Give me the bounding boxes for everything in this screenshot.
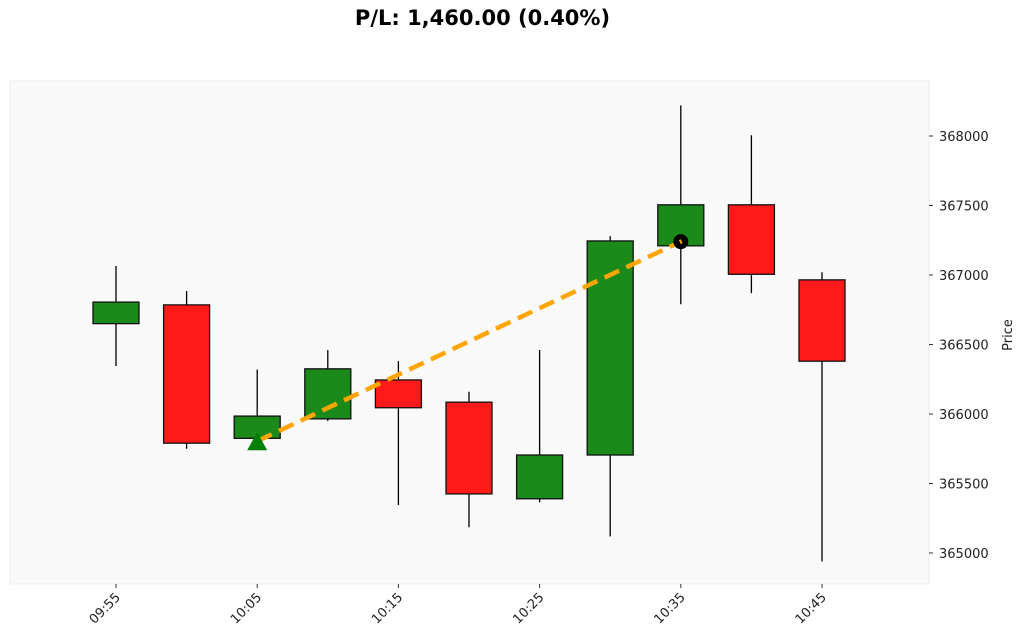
y-tick-label: 367000: [939, 269, 989, 284]
x-tick-label: 10:25: [510, 590, 547, 627]
candle-10:15: [374, 361, 423, 506]
candle-10:20: [445, 391, 493, 528]
x-axis: 09:55 10:05 10:15 10:25 10:35 10:45: [87, 584, 830, 627]
x-tick-label: 09:55: [87, 590, 124, 627]
y-tick-label: 368000: [939, 130, 989, 145]
trade-line-tail: [678, 239, 683, 245]
candle-10:25: [515, 350, 564, 503]
candle-body-up: [92, 301, 140, 325]
candle-body-up: [515, 454, 564, 500]
y-tick-label: 365500: [939, 478, 989, 493]
candle-body-down: [727, 204, 776, 275]
candle-body-down: [374, 379, 423, 409]
candle-10:30: [586, 236, 634, 537]
candle-10:40: [727, 135, 776, 294]
trade-line: [256, 239, 682, 444]
chart-title: P/L: 1,460.00 (0.40%): [354, 6, 611, 30]
entry-marker-triangle-icon: [247, 432, 268, 451]
candle-body-down: [445, 401, 493, 495]
x-tick-label: 10:45: [793, 590, 830, 627]
candle-09:55: [92, 265, 140, 367]
candle-body-up: [304, 368, 352, 420]
candle-body-down: [798, 279, 846, 362]
x-tick-label: 10:05: [228, 590, 265, 627]
candle-10:35: [657, 105, 705, 305]
candle-10:00: [162, 290, 211, 449]
candles-group: [92, 105, 846, 562]
y-tick-label: 367500: [939, 200, 989, 215]
y-tick-label: 365000: [939, 547, 989, 562]
candle-10:45: [798, 272, 846, 562]
y-tick-label: 366500: [939, 339, 989, 354]
candle-body-up: [586, 240, 634, 456]
trade-overlay: [247, 234, 689, 451]
y-axis-label: Price: [1001, 319, 1016, 351]
x-tick-label: 10:35: [652, 590, 689, 627]
y-tick-label: 366000: [939, 408, 989, 423]
candle-body-down: [162, 304, 211, 444]
y-axis: 365000 365500 366000 366500 367000 367500 3680…: [929, 130, 989, 562]
x-tick-label: 10:15: [369, 590, 406, 627]
